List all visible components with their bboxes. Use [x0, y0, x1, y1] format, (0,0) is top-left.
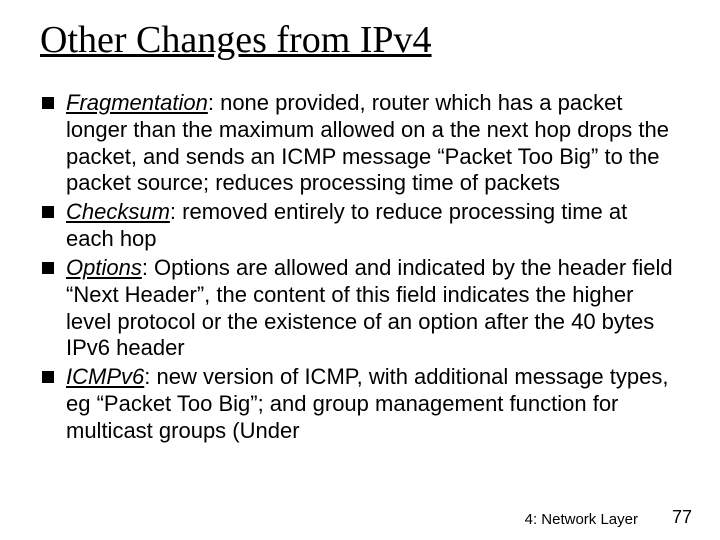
bullet-term: ICMPv6: [66, 364, 144, 389]
bullet-text: : Options are allowed and indicated by t…: [66, 255, 673, 360]
bullet-item: ICMPv6: new version of ICMP, with additi…: [40, 364, 680, 444]
slide: Other Changes from IPv4 Fragmentation: n…: [0, 0, 720, 540]
bullet-item: Checksum: removed entirely to reduce pro…: [40, 199, 680, 253]
bullet-item: Options: Options are allowed and indicat…: [40, 255, 680, 362]
footer-page-number: 77: [672, 507, 692, 528]
bullet-text: : new version of ICMP, with additional m…: [66, 364, 668, 443]
slide-title: Other Changes from IPv4: [40, 18, 680, 62]
footer-chapter-label: 4: Network Layer: [525, 511, 638, 528]
bullet-term: Fragmentation: [66, 90, 208, 115]
bullet-list: Fragmentation: none provided, router whi…: [40, 90, 680, 445]
bullet-term: Checksum: [66, 199, 170, 224]
bullet-term: Options: [66, 255, 142, 280]
bullet-item: Fragmentation: none provided, router whi…: [40, 90, 680, 197]
